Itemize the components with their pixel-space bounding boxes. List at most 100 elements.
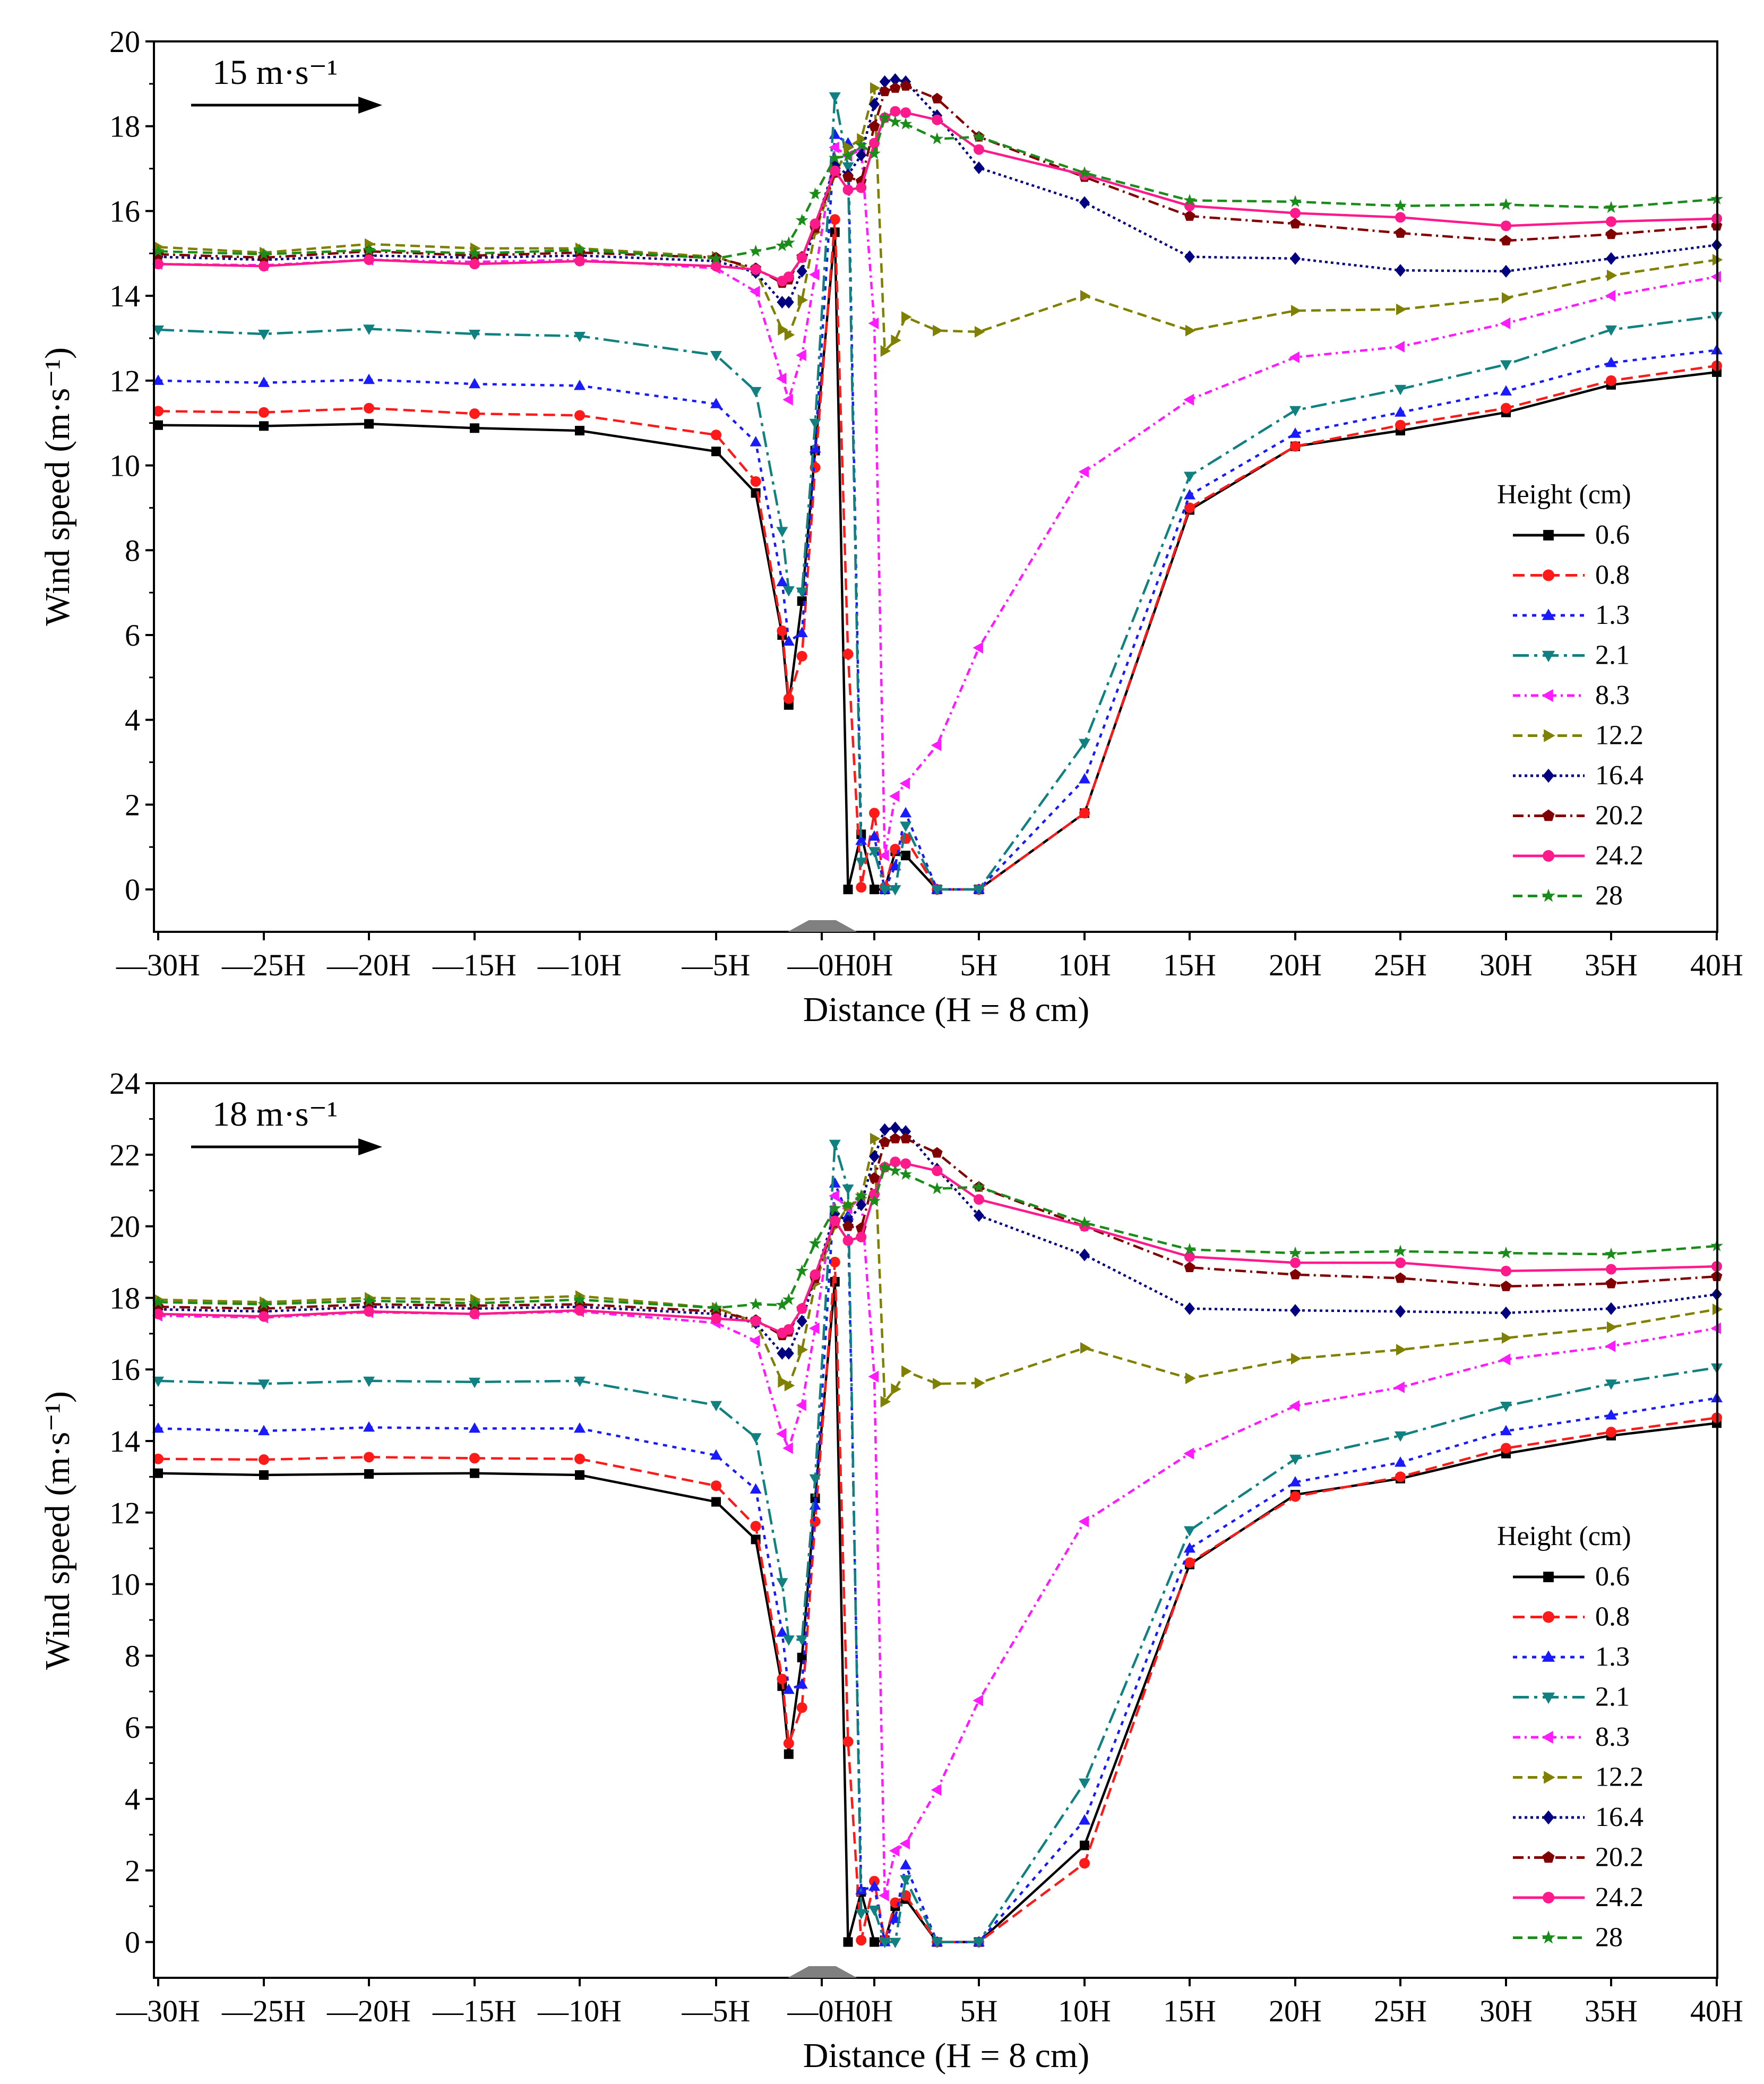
data-point — [1183, 1242, 1196, 1255]
data-point — [469, 1308, 480, 1319]
data-point — [869, 98, 880, 111]
series-2.1 — [152, 92, 1723, 896]
data-point — [879, 1889, 889, 1901]
x-tick-label: 35H — [1585, 1994, 1638, 2028]
data-point — [259, 261, 269, 272]
legend-label: 20.2 — [1595, 801, 1643, 831]
x-tick-label: 25H — [1374, 948, 1427, 982]
data-point — [795, 1264, 808, 1276]
data-point — [469, 259, 480, 270]
data-point — [974, 144, 984, 155]
data-point — [782, 393, 793, 406]
data-point — [468, 1297, 481, 1309]
data-point — [258, 1302, 270, 1314]
data-point — [1184, 1542, 1195, 1553]
legend-marker — [1543, 530, 1554, 541]
data-point — [1502, 292, 1512, 304]
data-point — [777, 296, 788, 309]
data-point — [975, 326, 985, 338]
legend-label: 0.8 — [1595, 1602, 1630, 1632]
data-point — [710, 1401, 722, 1412]
data-point — [1184, 1251, 1195, 1262]
y-tick-label: 6 — [125, 1710, 140, 1745]
data-point — [574, 1422, 586, 1433]
data-point — [829, 165, 840, 176]
legend-marker — [1543, 1611, 1554, 1623]
data-point — [868, 120, 880, 131]
data-point — [1607, 1321, 1617, 1333]
data-point — [1289, 1454, 1301, 1465]
series-28 — [152, 1160, 1723, 1314]
data-point — [868, 1370, 879, 1383]
data-point — [574, 1453, 585, 1464]
data-point — [363, 324, 375, 335]
data-point — [750, 1433, 762, 1444]
data-point — [152, 325, 164, 336]
y-axis-label: Wind speed (m·s⁻¹) — [38, 1391, 77, 1670]
data-point — [782, 1683, 795, 1694]
x-tick-label: 0H — [856, 1994, 893, 2028]
data-point — [889, 115, 902, 127]
data-point — [1078, 166, 1091, 178]
data-point — [932, 114, 943, 125]
data-point — [1395, 384, 1406, 396]
data-point — [842, 1235, 854, 1246]
data-point — [1395, 406, 1406, 417]
data-point — [574, 255, 585, 267]
data-point — [1184, 1262, 1195, 1273]
y-tick-label: 16 — [109, 194, 140, 228]
data-point — [750, 436, 762, 447]
legend-item: 1.3 — [1513, 600, 1630, 630]
legend-label: 12.2 — [1595, 721, 1643, 751]
data-point — [1395, 1257, 1406, 1268]
legend-label: 2.1 — [1595, 1682, 1630, 1712]
data-point — [889, 885, 901, 896]
data-point — [778, 1376, 788, 1388]
data-point — [711, 1480, 721, 1491]
data-point — [1396, 303, 1407, 315]
data-point — [573, 1293, 586, 1305]
data-point — [796, 1315, 807, 1328]
data-point — [795, 213, 808, 226]
data-point — [776, 1428, 787, 1440]
data-point — [829, 1139, 841, 1151]
data-point — [1500, 1353, 1510, 1366]
data-point — [1291, 1352, 1302, 1365]
data-point — [973, 1180, 985, 1193]
x-tick-label: —20H — [326, 948, 411, 982]
data-point — [259, 1470, 269, 1480]
data-point — [776, 1298, 789, 1310]
data-point — [750, 1316, 761, 1327]
legend-label: 20.2 — [1595, 1842, 1643, 1873]
legend-marker — [1542, 689, 1553, 702]
legend-label: 16.4 — [1595, 760, 1643, 791]
data-point — [710, 350, 722, 362]
legend-marker — [1543, 1572, 1554, 1582]
data-point — [868, 318, 879, 330]
data-point — [1184, 210, 1195, 221]
data-point — [363, 1376, 375, 1387]
legend-label: 0.8 — [1595, 560, 1630, 590]
data-point — [1394, 1381, 1405, 1393]
legend-marker — [1543, 1892, 1554, 1903]
data-point — [868, 1905, 880, 1916]
legend-item: 16.4 — [1513, 760, 1643, 791]
data-point — [153, 1468, 163, 1478]
data-point — [808, 1237, 822, 1249]
data-point — [900, 80, 911, 91]
data-point — [782, 236, 795, 248]
data-point — [1184, 488, 1195, 500]
data-point — [1395, 419, 1406, 431]
data-point — [796, 1678, 808, 1689]
x-tick-label: 20H — [1269, 1994, 1322, 2028]
data-point — [783, 271, 794, 282]
legend-item: 2.1 — [1513, 640, 1630, 671]
legend-marker — [1542, 1650, 1555, 1662]
legend-item: 20.2 — [1513, 1842, 1643, 1873]
data-point — [574, 332, 586, 342]
data-point — [890, 73, 901, 86]
x-tick-label: 20H — [1269, 948, 1322, 982]
data-point — [258, 376, 270, 387]
data-point — [855, 857, 867, 868]
data-point — [841, 149, 855, 161]
